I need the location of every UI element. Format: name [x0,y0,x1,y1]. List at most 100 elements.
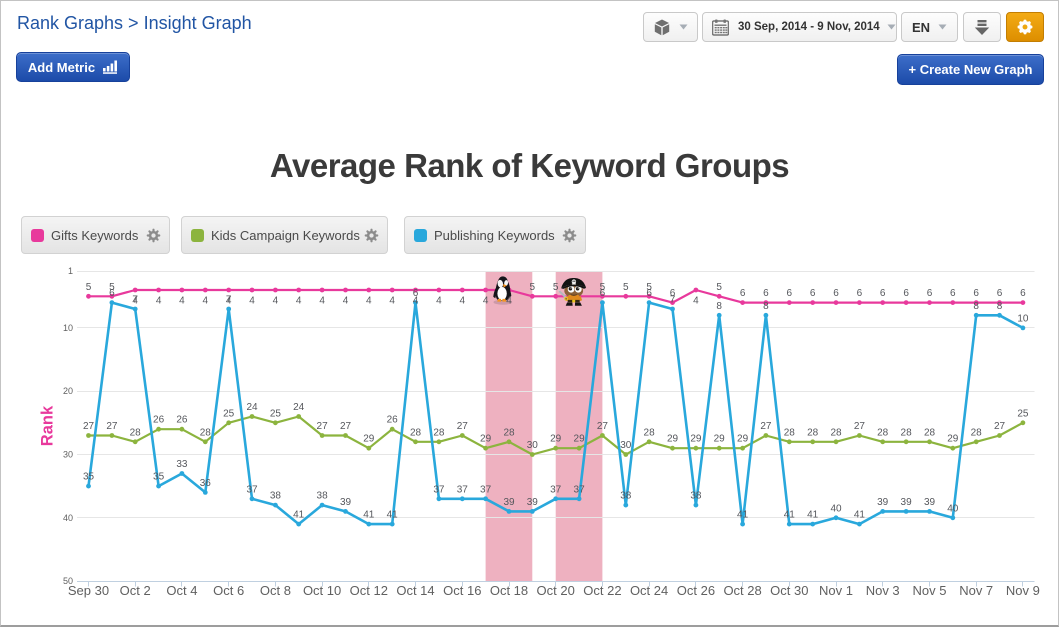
svg-text:29: 29 [947,434,959,445]
svg-text:10: 10 [63,323,73,333]
svg-text:28: 28 [877,427,889,438]
svg-text:6: 6 [109,288,115,299]
svg-text:Nov 3: Nov 3 [866,583,900,598]
svg-text:6: 6 [927,288,933,299]
svg-text:6: 6 [857,288,863,299]
svg-text:Oct 26: Oct 26 [677,583,715,598]
svg-text:8: 8 [997,301,1003,312]
svg-text:27: 27 [994,421,1006,432]
svg-text:25: 25 [223,408,235,419]
svg-text:4: 4 [249,296,255,307]
svg-text:1: 1 [68,266,73,276]
svg-text:Oct 14: Oct 14 [396,583,434,598]
svg-text:Oct 24: Oct 24 [630,583,668,598]
svg-text:Oct 8: Oct 8 [260,583,291,598]
svg-text:37: 37 [433,484,445,495]
svg-text:6: 6 [413,288,419,299]
svg-text:38: 38 [620,491,632,502]
svg-text:Oct 20: Oct 20 [537,583,575,598]
svg-text:37: 37 [480,484,492,495]
svg-text:5: 5 [109,282,115,293]
svg-text:37: 37 [457,484,469,495]
svg-text:4: 4 [693,296,699,307]
svg-text:38: 38 [317,491,329,502]
svg-text:8: 8 [973,301,979,312]
svg-text:5: 5 [553,282,559,293]
svg-text:Oct 2: Oct 2 [120,583,151,598]
svg-text:4: 4 [132,296,138,307]
svg-text:27: 27 [106,421,118,432]
svg-text:6: 6 [833,288,839,299]
svg-text:Nov 9: Nov 9 [1006,583,1040,598]
svg-text:28: 28 [410,427,422,438]
svg-text:28: 28 [433,427,445,438]
svg-text:28: 28 [924,427,936,438]
svg-text:29: 29 [550,434,562,445]
svg-text:41: 41 [854,510,866,521]
svg-text:6: 6 [740,288,746,299]
svg-text:33: 33 [176,459,188,470]
svg-text:39: 39 [924,497,936,508]
svg-text:41: 41 [387,510,399,521]
svg-text:4: 4 [296,296,302,307]
svg-text:6: 6 [1020,288,1026,299]
svg-text:Oct 12: Oct 12 [350,583,388,598]
svg-text:41: 41 [784,510,796,521]
svg-text:5: 5 [716,282,722,293]
svg-text:28: 28 [901,427,913,438]
svg-text:26: 26 [176,415,188,426]
svg-text:20: 20 [63,386,73,396]
svg-text:27: 27 [83,421,95,432]
svg-text:27: 27 [457,421,469,432]
svg-text:Oct 22: Oct 22 [583,583,621,598]
svg-text:24: 24 [293,402,305,413]
svg-text:6: 6 [670,288,676,299]
svg-text:27: 27 [340,421,352,432]
svg-text:6: 6 [973,288,979,299]
svg-text:40: 40 [63,513,73,523]
svg-text:29: 29 [737,434,749,445]
svg-text:36: 36 [200,478,212,489]
svg-text:37: 37 [246,484,258,495]
svg-text:35: 35 [153,472,165,483]
svg-text:28: 28 [644,427,656,438]
svg-text:28: 28 [971,427,983,438]
svg-text:39: 39 [901,497,913,508]
svg-text:39: 39 [503,497,515,508]
svg-text:39: 39 [527,497,539,508]
svg-text:6: 6 [950,288,956,299]
svg-text:29: 29 [574,434,586,445]
svg-text:5: 5 [623,282,629,293]
svg-text:4: 4 [389,296,395,307]
svg-text:29: 29 [480,434,492,445]
svg-text:4: 4 [506,296,512,307]
svg-text:Nov 1: Nov 1 [819,583,853,598]
svg-text:37: 37 [550,484,562,495]
svg-text:29: 29 [690,434,702,445]
svg-text:6: 6 [810,288,816,299]
svg-text:4: 4 [366,296,372,307]
svg-text:27: 27 [317,421,329,432]
svg-text:Sep 30: Sep 30 [68,583,109,598]
svg-text:28: 28 [830,427,842,438]
svg-text:6: 6 [903,288,909,299]
svg-text:41: 41 [293,510,305,521]
svg-text:26: 26 [153,415,165,426]
svg-text:4: 4 [273,296,279,307]
svg-text:Oct 30: Oct 30 [770,583,808,598]
svg-text:Oct 16: Oct 16 [443,583,481,598]
svg-text:4: 4 [413,296,419,307]
svg-text:Nov 7: Nov 7 [959,583,993,598]
svg-text:41: 41 [807,510,819,521]
svg-text:7: 7 [132,295,138,306]
svg-text:28: 28 [503,427,515,438]
svg-text:Oct 6: Oct 6 [213,583,244,598]
svg-text:27: 27 [760,421,772,432]
svg-text:Nov 5: Nov 5 [913,583,947,598]
svg-text:7: 7 [226,295,232,306]
svg-text:4: 4 [203,296,209,307]
svg-text:35: 35 [83,472,95,483]
svg-text:29: 29 [714,434,726,445]
svg-text:40: 40 [830,503,842,514]
svg-text:Oct 4: Oct 4 [166,583,197,598]
